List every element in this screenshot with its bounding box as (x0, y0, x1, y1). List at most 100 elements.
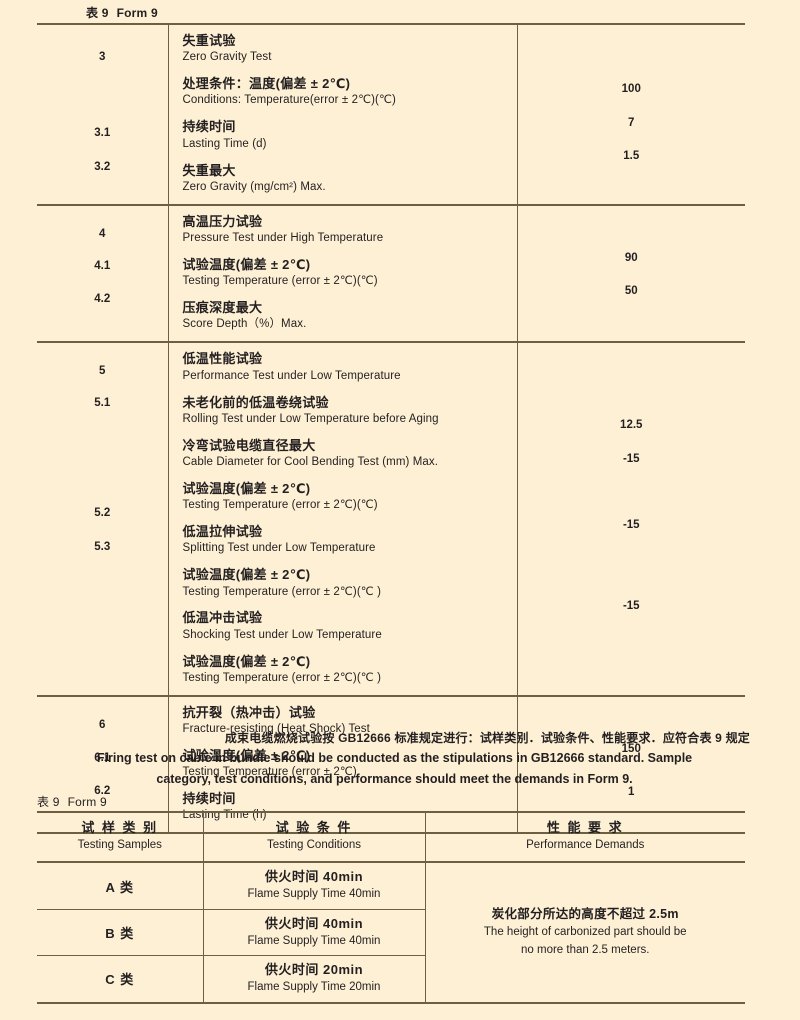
item-label-en: Shocking Test under Low Temperature (182, 628, 382, 641)
performance-en-line1: The height of carbonized part should be (483, 926, 687, 939)
list-item: 低温性能试验 Performance Test under Low Temper… (183, 351, 517, 383)
row-value: 50 (624, 284, 638, 297)
column-header-cn: 试 验 条 件 (275, 820, 353, 835)
row-number: 5.3 (94, 541, 111, 554)
row-description-cell: 低温性能试验 Performance Test under Low Temper… (168, 341, 517, 696)
list-item: 试验温度(偏差 ± 2℃) Testing Temperature (error… (183, 257, 517, 289)
list-item: 失重最大 Zero Gravity (mg/cm²) Max. (183, 163, 517, 195)
list-item: 持续时间 Lasting Time (d) (183, 119, 517, 151)
item-label-cn: 试验温度(偏差 ± 2℃) (182, 256, 311, 272)
item-label-en: Zero Gravity (mg/cm²) Max. (182, 180, 326, 193)
item-label-en: Testing Temperature (error ± 2℃) (182, 766, 357, 779)
item-label-cn: 低温性能试验 (182, 351, 263, 367)
row-value: -15 (622, 519, 640, 532)
list-item: 高温压力试验 Pressure Test under High Temperat… (183, 214, 517, 246)
cell-sample-category: C 类 (37, 955, 203, 1004)
top-table-caption-cn: 表 9 (86, 6, 109, 20)
item-label-en: Testing Temperature (error ± 2℃)(℃ ) (182, 585, 381, 598)
item-label-cn: 试验温度(偏差 ± 2℃) (182, 748, 311, 763)
item-label-en: Zero Gravity Test (182, 51, 272, 64)
table-row: 4 4.1 4.2 高温压力试验 Pressure Test under Hig… (37, 203, 745, 343)
item-label-en: Performance Test under Low Temperature (182, 369, 401, 382)
item-label-en: Conditions: Temperature(error ± 2℃)(℃) (182, 94, 396, 107)
condition-cn: 供火时间 40min (264, 869, 364, 885)
list-item: 抗开裂（热冲击）试验 Fracture-resisting (Heat Shoc… (183, 705, 517, 737)
list-item: 低温冲击试验 Shocking Test under Low Temperatu… (183, 610, 517, 642)
item-label-en: Fracture-resisting (Heat Shock) Test (182, 723, 370, 736)
test-requirements-table: 3 3.1 3.2 失重试验 Zero Gravity Test 处理条件：温度… (37, 23, 745, 835)
table-header-row: 试 样 类 别 Testing Samples 试 验 条 件 Testing … (37, 810, 745, 864)
row-number: 5.1 (94, 397, 111, 410)
list-item: 试验温度(偏差 ± 2℃) Testing Temperature (error… (183, 748, 517, 780)
item-label-en: Cable Diameter for Cool Bending Test (mm… (182, 455, 439, 468)
item-label-cn: 失重最大 (182, 162, 236, 178)
sample-category: B 类 (105, 926, 135, 942)
item-label-en: Score Depth（%）Max. (182, 318, 307, 331)
list-item: 试验温度(偏差 ± 2℃) Testing Temperature (error… (183, 567, 517, 599)
cell-testing-condition: 供火时间 40min Flame Supply Time 40min (202, 909, 426, 957)
row-number-cell: 4 4.1 4.2 (37, 203, 168, 343)
item-label-cn: 压痕深度最大 (182, 300, 263, 316)
cell-testing-condition: 供火时间 20min Flame Supply Time 20min (202, 955, 426, 1004)
row-value: 1 (628, 785, 635, 798)
row-number: 3 (99, 51, 106, 63)
performance-cn: 炭化部分所达的高度不超过 2.5m (491, 907, 679, 922)
column-header-en: Testing Samples (77, 838, 162, 851)
note-paragraph: 成束电缆燃烧试验按 GB12666 标准规定进行：试样类别．试验条件、性能要求．… (37, 729, 752, 789)
row-value: 12.5 (620, 419, 643, 432)
note-paragraph-cn: 成束电缆燃烧试验按 GB12666 标准规定进行：试样类别．试验条件、性能要求．… (224, 731, 750, 745)
table-row: A 类 供火时间 40min Flame Supply Time 40min 炭… (37, 862, 745, 1004)
list-item: 冷弯试验电缆直径最大 Cable Diameter for Cool Bendi… (183, 438, 517, 470)
bottom-table-caption-cn: 表 9 (37, 795, 60, 809)
item-label-cn: 试验温度(偏差 ± 2℃) (182, 480, 311, 496)
row-value: 7 (628, 117, 635, 129)
list-item: 失重试验 Zero Gravity Test (183, 33, 517, 65)
item-label-cn: 持续时间 (182, 119, 236, 135)
table-row: B 类 供火时间 40min Flame Supply Time 40min (37, 909, 745, 957)
row-number: 4.2 (94, 292, 111, 305)
sample-category: A 类 (105, 879, 135, 895)
cell-sample-category: A 类 (37, 862, 203, 910)
row-value-cell: 90 50 (517, 203, 745, 343)
list-item: 试验温度(偏差 ± 2℃) Testing Temperature (error… (183, 481, 517, 513)
row-number: 6.2 (94, 784, 111, 797)
condition-en: Flame Supply Time 40min (247, 934, 381, 947)
row-number: 3.1 (94, 127, 111, 139)
condition-cn: 供火时间 20min (264, 962, 364, 978)
bottom-table-caption-en: Form 9 (67, 795, 107, 809)
performance-en-line2: no more than 2.5 meters. (521, 943, 650, 956)
list-item: 压痕深度最大 Score Depth（%）Max. (183, 300, 517, 332)
row-number: 5 (99, 365, 106, 378)
row-description-cell: 高温压力试验 Pressure Test under High Temperat… (168, 203, 517, 343)
list-item: 处理条件：温度(偏差 ± 2℃) Conditions: Temperature… (183, 76, 517, 108)
row-number: 6.1 (94, 751, 111, 764)
row-number-cell: 3 3.1 3.2 (37, 23, 168, 205)
top-table-caption: 表 9 Form 9 (86, 4, 158, 21)
item-label-en: Testing Temperature (error ± 2℃)(℃) (182, 499, 378, 512)
item-label-en: Testing Temperature (error ± 2℃)(℃) (182, 275, 378, 288)
condition-cn: 供火时间 40min (264, 915, 364, 931)
note-paragraph-en-line1: Firing test on cable in bundle should be… (96, 751, 693, 765)
cell-sample-category: B 类 (37, 909, 203, 957)
list-item: 未老化前的低温卷绕试验 Rolling Test under Low Tempe… (183, 395, 517, 427)
sample-category: C 类 (105, 972, 135, 988)
item-label-cn: 试验温度(偏差 ± 2℃) (182, 567, 311, 583)
column-header-performance-demands: 性 能 要 求 Performance Demands (425, 810, 745, 864)
cell-testing-condition: 供火时间 40min Flame Supply Time 40min (202, 862, 426, 910)
column-header-en: Performance Demands (526, 838, 645, 851)
row-description-cell: 失重试验 Zero Gravity Test 处理条件：温度(偏差 ± 2℃) … (168, 23, 517, 205)
item-label-cn: 试验温度(偏差 ± 2℃) (182, 653, 311, 669)
column-header-testing-conditions: 试 验 条 件 Testing Conditions (202, 810, 426, 864)
column-header-en: Testing Conditions (267, 838, 361, 851)
cell-performance-demand: 炭化部分所达的高度不超过 2.5m The height of carboniz… (425, 862, 745, 1004)
firing-test-table: 试 样 类 别 Testing Samples 试 验 条 件 Testing … (37, 810, 745, 1004)
item-label-cn: 未老化前的低温卷绕试验 (182, 394, 329, 410)
table-row: 3 3.1 3.2 失重试验 Zero Gravity Test 处理条件：温度… (37, 23, 745, 205)
item-label-en: Lasting Time (d) (182, 137, 267, 150)
item-label-cn: 冷弯试验电缆直径最大 (182, 437, 316, 453)
row-value: 90 (624, 251, 638, 264)
condition-en: Flame Supply Time 40min (247, 888, 381, 901)
row-value: -15 (622, 453, 640, 466)
item-label-cn: 低温冲击试验 (182, 610, 263, 626)
